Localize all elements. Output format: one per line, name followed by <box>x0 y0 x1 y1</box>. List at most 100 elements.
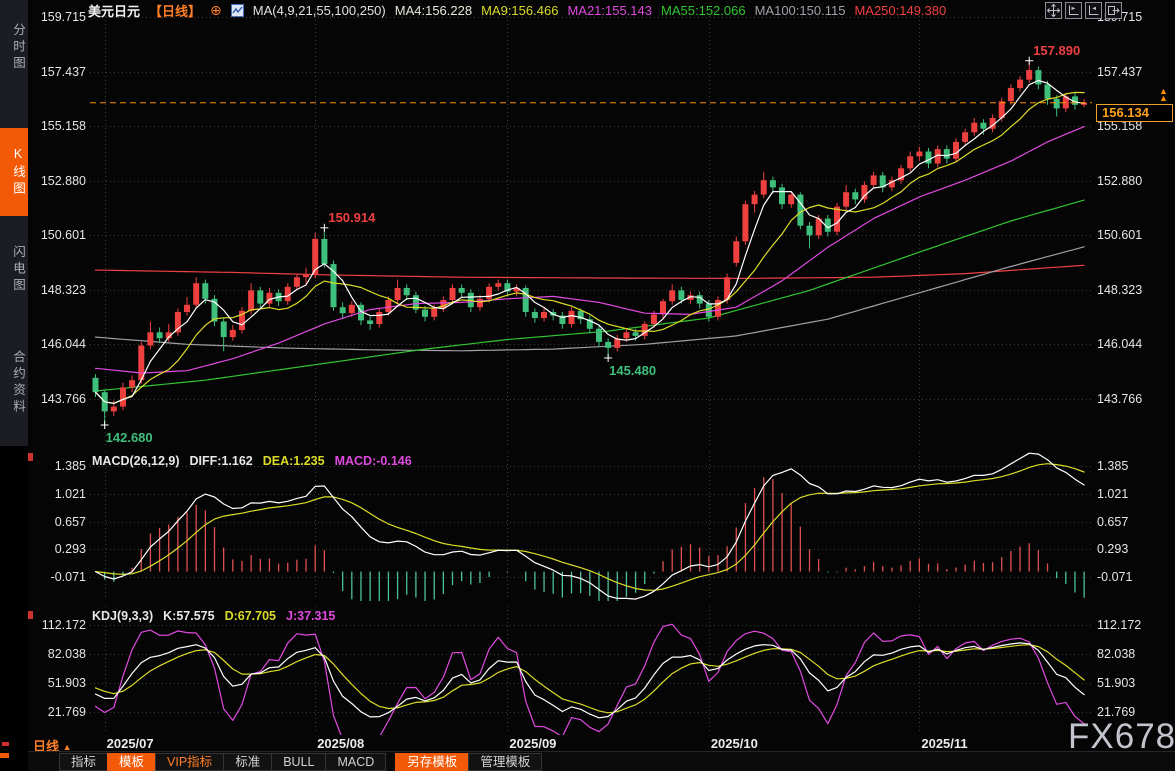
macd-axis-tick-right-5: -0.071 <box>1097 570 1133 584</box>
chart-header: 美元日元 【日线】 ⊕ MA(4,9,21,55,100,250) MA4:15… <box>88 0 946 20</box>
extreme-marker-1 <box>100 421 109 430</box>
ma-legend-item-1: MA4:156.228 <box>394 2 473 18</box>
period-selector-label: 日线 <box>33 739 60 754</box>
macd-axis-tick-left-1: 1.385 <box>54 459 86 473</box>
kdj-axis-tick-right-3: 51.903 <box>1097 676 1136 690</box>
price-annotation-2: 150.914 <box>328 209 376 225</box>
sidebar-background <box>0 0 28 446</box>
main-axis-tick-right-5: 150.601 <box>1097 228 1143 243</box>
popout-icon[interactable] <box>1105 2 1122 19</box>
macd-legend-item-2: DEA:1.235 <box>262 454 325 468</box>
macd-panel-marker <box>28 453 33 461</box>
toolbar-tab-4[interactable]: 标准 <box>223 753 273 771</box>
kdj-title-row: KDJ(9,3,3) K:57.575 D:67.705 J:37.315 <box>92 609 335 623</box>
ma-settings-label[interactable]: MA(4,9,21,55,100,250) <box>252 2 386 18</box>
toolbar-tab-6[interactable]: MACD <box>325 753 387 771</box>
sidebar-item-1[interactable]: 分时图 <box>11 23 25 73</box>
kdj-axis-tick-left-2: 82.038 <box>47 647 86 661</box>
toolbar-tab-1[interactable]: 指标 <box>59 753 109 771</box>
kdj-axis-tick-left-4: 21.769 <box>47 705 86 719</box>
kdj-axis-tick-left-3: 51.903 <box>47 676 86 690</box>
price-annotation-3: 145.480 <box>609 362 657 378</box>
price-up-arrow-icon: ▲ ▲ <box>1159 86 1168 103</box>
main-axis-tick-left-2: 157.437 <box>40 64 86 79</box>
kdj-legend-item-3: J:37.315 <box>286 609 336 623</box>
kdj-axis-tick-right-2: 82.038 <box>1097 647 1136 661</box>
kdj-axis-tick-right-4: 21.769 <box>1097 705 1136 719</box>
main-axis-tick-right-8: 143.766 <box>1097 391 1143 406</box>
period-selector[interactable]: 日线 ▲ <box>33 736 72 755</box>
kdj-axis-tick-left-1: 112.172 <box>41 618 86 632</box>
macd-legend-item-1: DIFF:1.162 <box>189 454 253 468</box>
macd-axis-tick-left-3: 0.657 <box>54 514 86 529</box>
gridlines <box>90 8 1092 733</box>
main-axis-tick-right-6: 148.323 <box>1097 282 1143 297</box>
extreme-marker-3 <box>604 353 613 362</box>
macd-axis-tick-left-2: 1.021 <box>54 486 86 501</box>
macd-layer <box>94 452 1085 601</box>
toolbar-tab-5[interactable]: BULL <box>271 753 327 771</box>
macd-axis-tick-left-5: -0.071 <box>50 570 86 584</box>
main-axis-tick-left-7: 146.044 <box>40 337 86 352</box>
main-axis-tick-right-4: 152.880 <box>1097 173 1143 188</box>
toolbar-tabs: 指标 模板 VIP指标 标准 BULL MACD 另存模板 管理模板 <box>59 753 543 771</box>
main-axis-tick-right-2: 157.437 <box>1097 64 1143 79</box>
main-axis-tick-right-7: 146.044 <box>1097 337 1143 352</box>
extreme-marker-4 <box>1025 56 1034 65</box>
ma-legend-item-5: MA100:150.115 <box>754 2 846 18</box>
sidebar-item-4[interactable]: 合约资料 <box>11 350 25 416</box>
axis-scale-right-icon[interactable] <box>1085 2 1102 19</box>
corner-marker-orange <box>0 753 9 758</box>
macd-title[interactable]: MACD(26,12,9) <box>92 454 180 468</box>
kdj-axis-tick-right-1: 112.172 <box>1097 618 1142 632</box>
ma-legend-item-2: MA9:156.466 <box>481 2 559 18</box>
add-indicator-icon[interactable]: ⊕ <box>210 2 222 18</box>
candles-layer <box>92 60 1088 425</box>
period-tag: 【日线】 <box>149 3 202 19</box>
fast-ma-layer <box>94 79 1085 404</box>
ma-legend-item-4: MA55:152.066 <box>661 2 746 18</box>
toolbar-tab-7[interactable]: 另存模板 <box>395 753 470 771</box>
main-axis-tick-left-4: 152.880 <box>40 173 86 188</box>
axis-scale-left-icon[interactable] <box>1065 2 1082 19</box>
x-axis-month-label-3: 2025/09 <box>509 736 557 751</box>
price-annotation-4: 157.890 <box>1033 42 1081 58</box>
slow-ma-layer <box>94 199 1085 392</box>
macd-axis-tick-left-4: 0.293 <box>54 542 86 557</box>
macd-title-row: MACD(26,12,9) DIFF:1.162 DEA:1.235 MACD:-0… <box>92 454 412 468</box>
pan-icon[interactable] <box>1045 2 1062 19</box>
kdj-legend-item-2: D:67.705 <box>224 609 277 623</box>
macd-axis-tick-right-1: 1.385 <box>1097 459 1129 473</box>
x-axis-month-label-4: 2025/10 <box>710 736 758 751</box>
toolbar-tab-3[interactable]: VIP指标 <box>155 753 225 771</box>
ma-legend-item-3: MA21:155.143 <box>567 2 653 18</box>
main-axis-tick-left-6: 148.323 <box>40 282 86 297</box>
toolbar-tab-2[interactable]: 模板 <box>107 753 157 771</box>
x-axis-month-label-1: 2025/07 <box>106 736 154 751</box>
main-axis-tick-left-8: 143.766 <box>40 391 86 406</box>
sidebar-item-3[interactable]: 闪电图 <box>11 245 25 295</box>
main-axis-tick-right-3: 155.158 <box>1097 119 1143 134</box>
current-price-badge: 156.134 <box>1096 104 1173 122</box>
price-annotation-1: 142.680 <box>105 430 153 446</box>
main-axis-tick-left-5: 150.601 <box>40 228 86 243</box>
watermark: FX678 <box>1068 717 1175 756</box>
main-axis-tick-left-3: 155.158 <box>40 119 86 134</box>
main-axis-tick-left-1: 159.715 <box>40 10 86 24</box>
bottom-toolbar: 指标 模板 VIP指标 标准 BULL MACD 另存模板 管理模板 <box>28 751 1175 771</box>
sidebar: 分时图 K线图闪电图合约资料 <box>0 0 28 771</box>
sidebar-item-2[interactable]: K线图 <box>0 128 28 216</box>
corner-marker-red <box>2 742 9 746</box>
kdj-panel-marker <box>28 611 33 619</box>
toolbar-tab-8[interactable]: 管理模板 <box>468 753 543 771</box>
chart-style-icon[interactable] <box>230 3 244 17</box>
ma-legend-item-6: MA250:149.380 <box>854 2 947 18</box>
symbol-name: 美元日元 <box>88 3 141 19</box>
kdj-legend-item-1: K:57.575 <box>163 609 215 623</box>
kdj-title[interactable]: KDJ(9,3,3) <box>92 609 154 623</box>
ma-legend: MA4:156.228 MA9:156.466 MA21:155.143 MA55:1… <box>395 3 946 18</box>
period-selector-arrow-icon: ▲ <box>62 742 72 752</box>
